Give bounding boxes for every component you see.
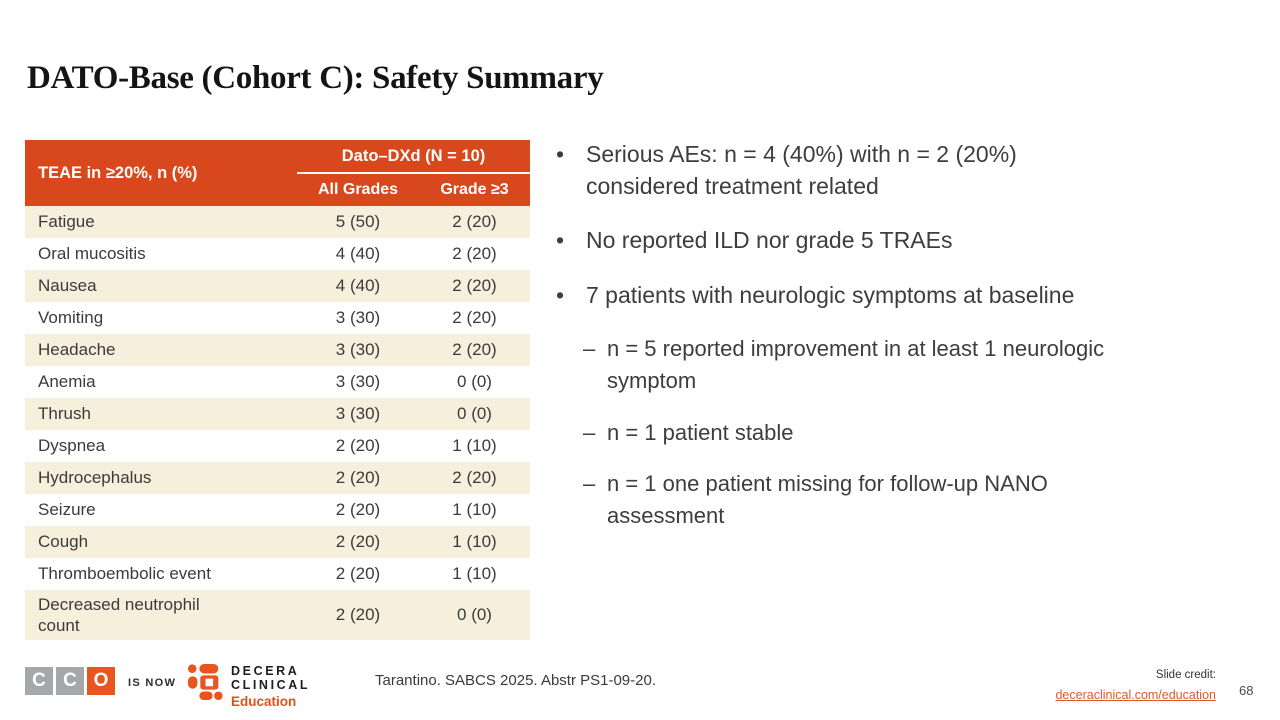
table-group-header: Dato–DXd (N = 10) [297, 140, 530, 174]
table-row: Thromboembolic event 2 (20) 1 (10) [25, 558, 530, 590]
table-row: Hydrocephalus 2 (20) 2 (20) [25, 462, 530, 494]
bullet-item: No reported ILD nor grade 5 TRAEs [548, 224, 1264, 256]
teae-table: TEAE in ≥20%, n (%) Dato–DXd (N = 10) Al… [25, 140, 530, 640]
bullet-icon [556, 279, 564, 311]
decera-logo-education: Education [231, 693, 297, 709]
sub-bullet-item: n = 1 one patient missing for follow-up … [583, 468, 1103, 532]
table-cell-grade-3: 2 (20) [452, 340, 497, 359]
table-cell-grade-3: 2 (20) [452, 276, 497, 295]
table-corner-header: TEAE in ≥20%, n (%) [38, 163, 198, 182]
bullet-icon [556, 224, 564, 256]
cco-logo-letter: O [87, 667, 115, 695]
citation-text: Tarantino. SABCS 2025. Abstr PS1-09-20. [375, 672, 656, 689]
summary-bullets: Serious AEs: n = 4 (40%) with n = 2 (20%… [548, 138, 1264, 552]
table-cell-grade-3: 0 (0) [457, 605, 492, 624]
bullet-icon [556, 138, 564, 170]
slide-credit-link[interactable]: deceraclinical.com/education [1055, 687, 1216, 702]
bullet-text: No reported ILD nor grade 5 TRAEs [586, 227, 953, 254]
table-cell-label: Dyspnea [38, 436, 106, 456]
table-row: Decreased neutrophil count 2 (20) 0 (0) [25, 590, 530, 640]
table-row: Vomiting 3 (30) 2 (20) [25, 302, 530, 334]
sub-bullet-item: n = 5 reported improvement in at least 1… [583, 333, 1183, 397]
cco-logo-letter: C [25, 667, 53, 695]
table-cell-grade-3: 2 (20) [452, 212, 497, 231]
bullet-item: 7 patients with neurologic symptoms at b… [548, 279, 1264, 311]
table-cell-all-grades: 4 (40) [335, 244, 381, 263]
table-cell-all-grades: 2 (20) [335, 500, 381, 519]
table-cell-all-grades: 4 (40) [335, 276, 381, 295]
table-cell-all-grades: 2 (20) [335, 532, 381, 551]
table-cell-grade-3: 2 (20) [452, 308, 497, 327]
table-cell-all-grades: 3 (30) [335, 404, 381, 423]
sub-bullet-item: n = 1 patient stable [583, 417, 1264, 449]
slide-title: DATO-Base (Cohort C): Safety Summary [27, 60, 604, 96]
dash-icon [583, 417, 595, 449]
sub-bullet-text: n = 5 reported improvement in at least 1… [607, 335, 1105, 393]
table-cell-all-grades: 2 (20) [335, 436, 381, 455]
cco-logo: C C O [25, 667, 115, 695]
decera-logo-text: DECERA CLINICAL Education [231, 664, 310, 709]
table-row: Seizure 2 (20) 1 (10) [25, 494, 530, 526]
table-cell-label: Vomiting [38, 308, 104, 328]
page-number: 68 [1239, 683, 1254, 698]
sub-bullet-text: n = 1 patient stable [607, 419, 794, 445]
decera-logo-icon [187, 663, 223, 701]
table-cell-all-grades: 5 (50) [335, 212, 381, 231]
table-cell-all-grades: 2 (20) [335, 468, 381, 487]
table-body: Fatigue 5 (50) 2 (20) Oral mucositis 4 (… [25, 206, 530, 640]
decera-logo-line2: CLINICAL [231, 678, 311, 693]
table-cell-label: Thromboembolic event [38, 564, 211, 584]
table-row: Thrush 3 (30) 0 (0) [25, 398, 530, 430]
dash-icon [583, 333, 595, 365]
is-now-label: IS NOW [128, 677, 177, 689]
table-column-headers: All Grades Grade ≥3 [297, 174, 530, 206]
cco-logo-letter: C [56, 667, 84, 695]
table-header-right: Dato–DXd (N = 10) All Grades Grade ≥3 [297, 140, 530, 206]
slide-credit-label: Slide credit: [1155, 669, 1216, 681]
table-cell-label: Seizure [38, 500, 96, 520]
table-header: TEAE in ≥20%, n (%) Dato–DXd (N = 10) Al… [25, 140, 530, 206]
slide-credit: Slide credit: deceraclinical.com/educati… [1055, 668, 1216, 705]
table-row: Cough 2 (20) 1 (10) [25, 526, 530, 558]
table-cell-all-grades: 3 (30) [335, 308, 381, 327]
table-cell-grade-3: 2 (20) [452, 244, 497, 263]
table-cell-label: Fatigue [38, 212, 95, 232]
decera-logo-line1: DECERA [231, 664, 300, 678]
table-cell-grade-3: 0 (0) [457, 372, 492, 391]
table-cell-all-grades: 3 (30) [335, 340, 381, 359]
table-cell-grade-3: 2 (20) [452, 468, 497, 487]
table-row: Oral mucositis 4 (40) 2 (20) [25, 238, 530, 270]
table-cell-grade-3: 1 (10) [452, 500, 497, 519]
table-cell-label: Anemia [38, 372, 96, 392]
bullet-text: Serious AEs: n = 4 (40%) with n = 2 (20%… [586, 141, 1017, 200]
table-row: Fatigue 5 (50) 2 (20) [25, 206, 530, 238]
table-cell-all-grades: 2 (20) [335, 564, 381, 583]
table-cell-label: Hydrocephalus [38, 468, 152, 488]
table-cell-grade-3: 1 (10) [452, 564, 497, 583]
bullet-text: 7 patients with neurologic symptoms at b… [586, 281, 1075, 308]
table-cell-grade-3: 1 (10) [452, 436, 497, 455]
table-cell-label: Oral mucositis [38, 244, 146, 264]
table-cell-label: Cough [38, 532, 89, 552]
table-cell-all-grades: 3 (30) [335, 372, 381, 391]
bullet-item: Serious AEs: n = 4 (40%) with n = 2 (20%… [548, 138, 1088, 202]
table-cell-grade-3: 0 (0) [457, 404, 492, 423]
table-cell-label: Headache [38, 340, 116, 360]
table-cell-label: Thrush [38, 404, 91, 424]
table-cell-all-grades: 2 (20) [335, 605, 381, 624]
table-col-header-grade-3: Grade ≥3 [440, 181, 509, 198]
table-cell-label: Nausea [38, 276, 97, 296]
table-row: Headache 3 (30) 2 (20) [25, 334, 530, 366]
dash-icon [583, 468, 595, 500]
table-cell-label: Decreased neutrophil count [38, 594, 200, 635]
table-cell-grade-3: 1 (10) [452, 532, 497, 551]
table-row: Nausea 4 (40) 2 (20) [25, 270, 530, 302]
table-col-header-all-grades: All Grades [317, 181, 399, 198]
table-row: Anemia 3 (30) 0 (0) [25, 366, 530, 398]
sub-bullet-text: n = 1 one patient missing for follow-up … [607, 471, 1048, 529]
table-row: Dyspnea 2 (20) 1 (10) [25, 430, 530, 462]
